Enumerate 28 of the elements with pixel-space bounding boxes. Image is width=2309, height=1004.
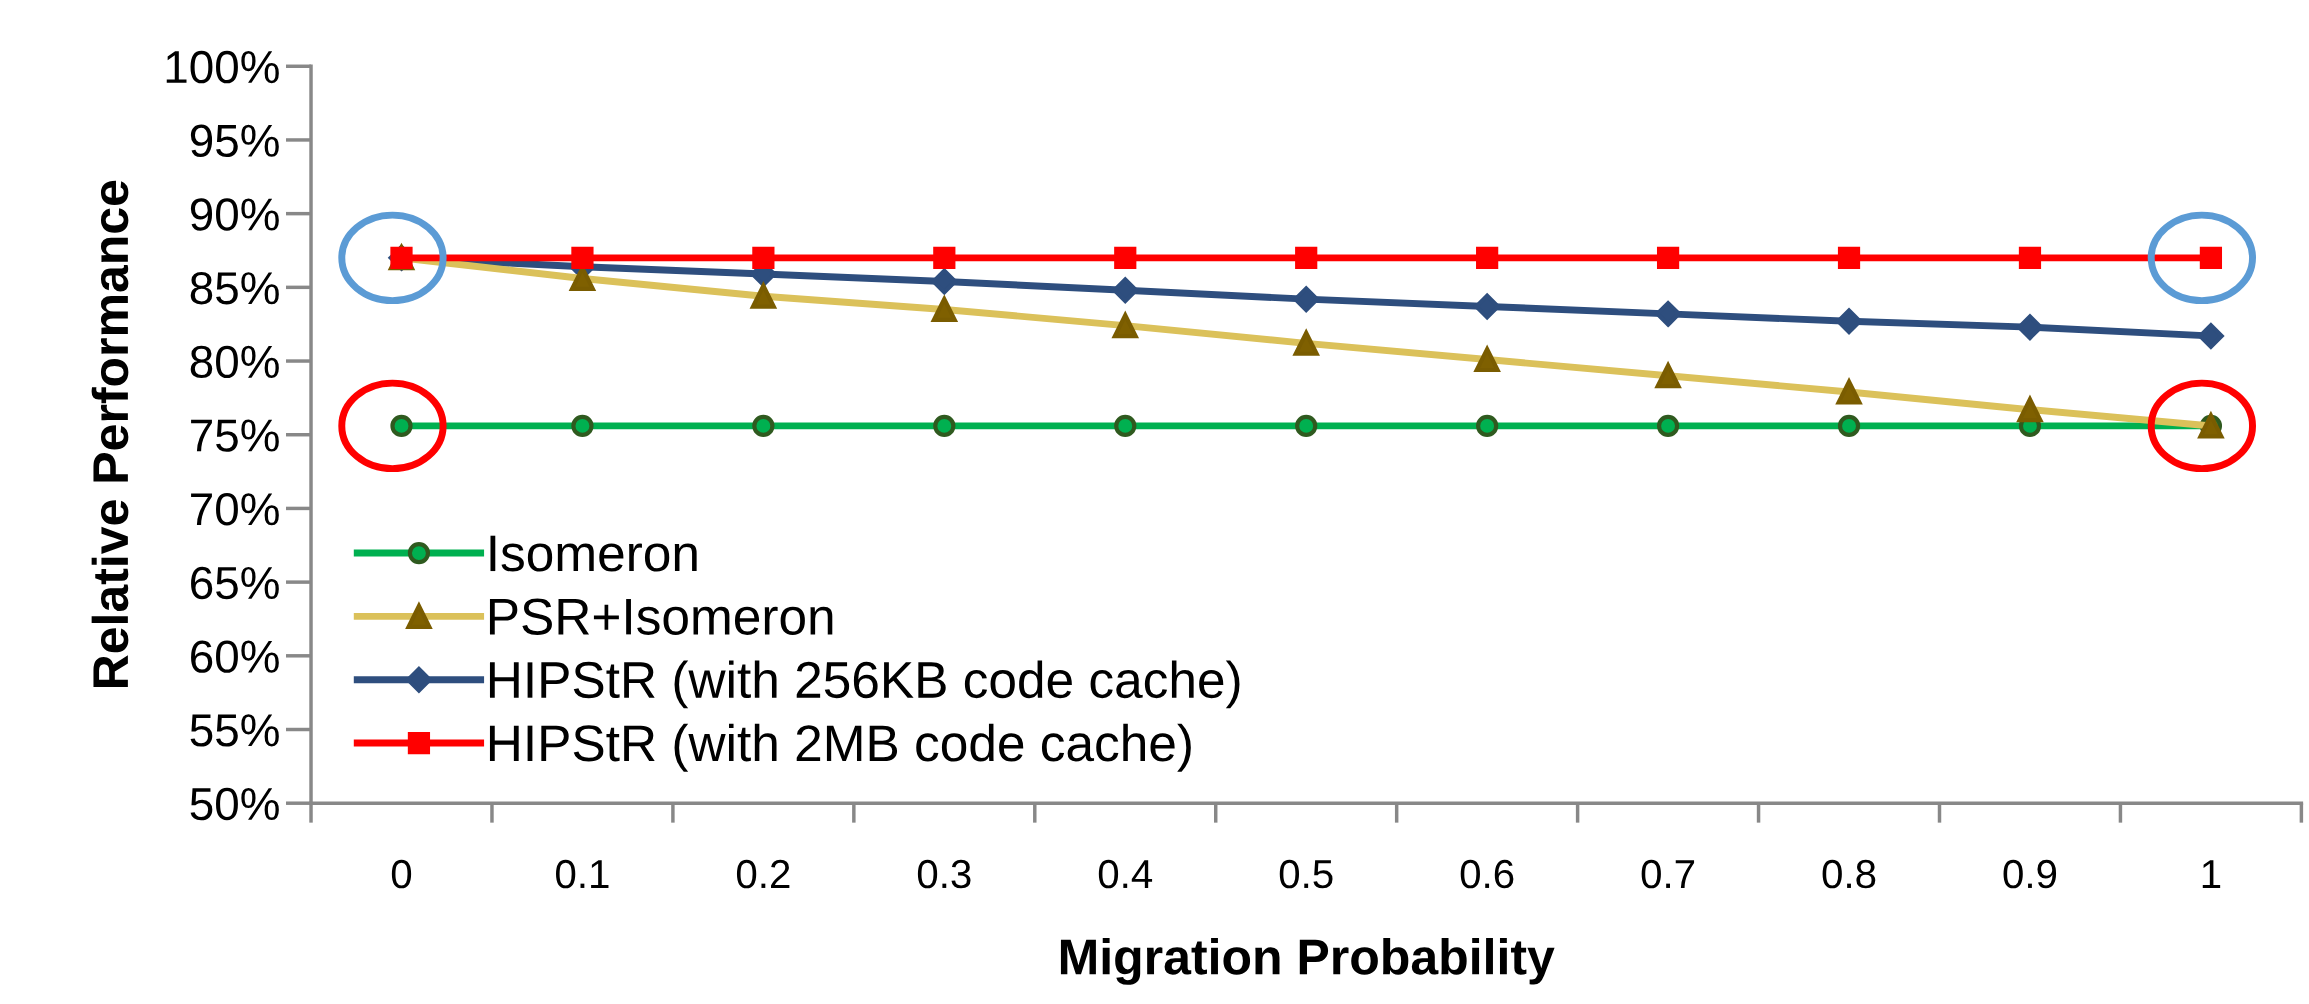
legend-label: Isomeron [490, 535, 697, 572]
y-tick-label: 70% [191, 493, 279, 526]
y-tick-label: 85% [190, 271, 279, 305]
x-tick-label: 0.9 [2003, 859, 2057, 889]
y-tick-label: 95% [190, 124, 279, 158]
x-tick-label: 0.5 [1279, 859, 1333, 889]
legend-label: HIPStR (with 256KB code cache) [489, 660, 1240, 709]
x-tick-label: 0.7 [1641, 859, 1695, 889]
x-tick-label: 0.1 [556, 859, 609, 889]
x-tick-label: 0.3 [917, 859, 971, 889]
x-axis-title: Migration Probability [1060, 937, 1555, 985]
x-tick-label: 0 [391, 859, 412, 889]
y-tick-label: 90% [190, 198, 279, 231]
y-tick-label: 100% [166, 50, 279, 84]
x-tick-label: 0.2 [736, 859, 790, 889]
y-tick-label: 55% [190, 714, 279, 747]
x-tick-label: 0.8 [1822, 859, 1876, 889]
y-tick-label: 60% [191, 640, 279, 673]
legend-label: PSR+Isomeron [489, 598, 833, 635]
x-tick-label: 0.4 [1098, 859, 1153, 889]
y-axis-title: Relative Performance [91, 180, 129, 688]
y-tick-label: 80% [190, 345, 279, 379]
x-tick-label: 0.6 [1460, 859, 1514, 889]
y-tick-label: 65% [191, 566, 279, 600]
legend-label: HIPStR (with 2MB code cache) [489, 723, 1191, 772]
x-tick-label: 1 [2202, 860, 2221, 888]
y-tick-label: 75% [191, 419, 279, 452]
y-tick-label: 50% [190, 787, 279, 821]
